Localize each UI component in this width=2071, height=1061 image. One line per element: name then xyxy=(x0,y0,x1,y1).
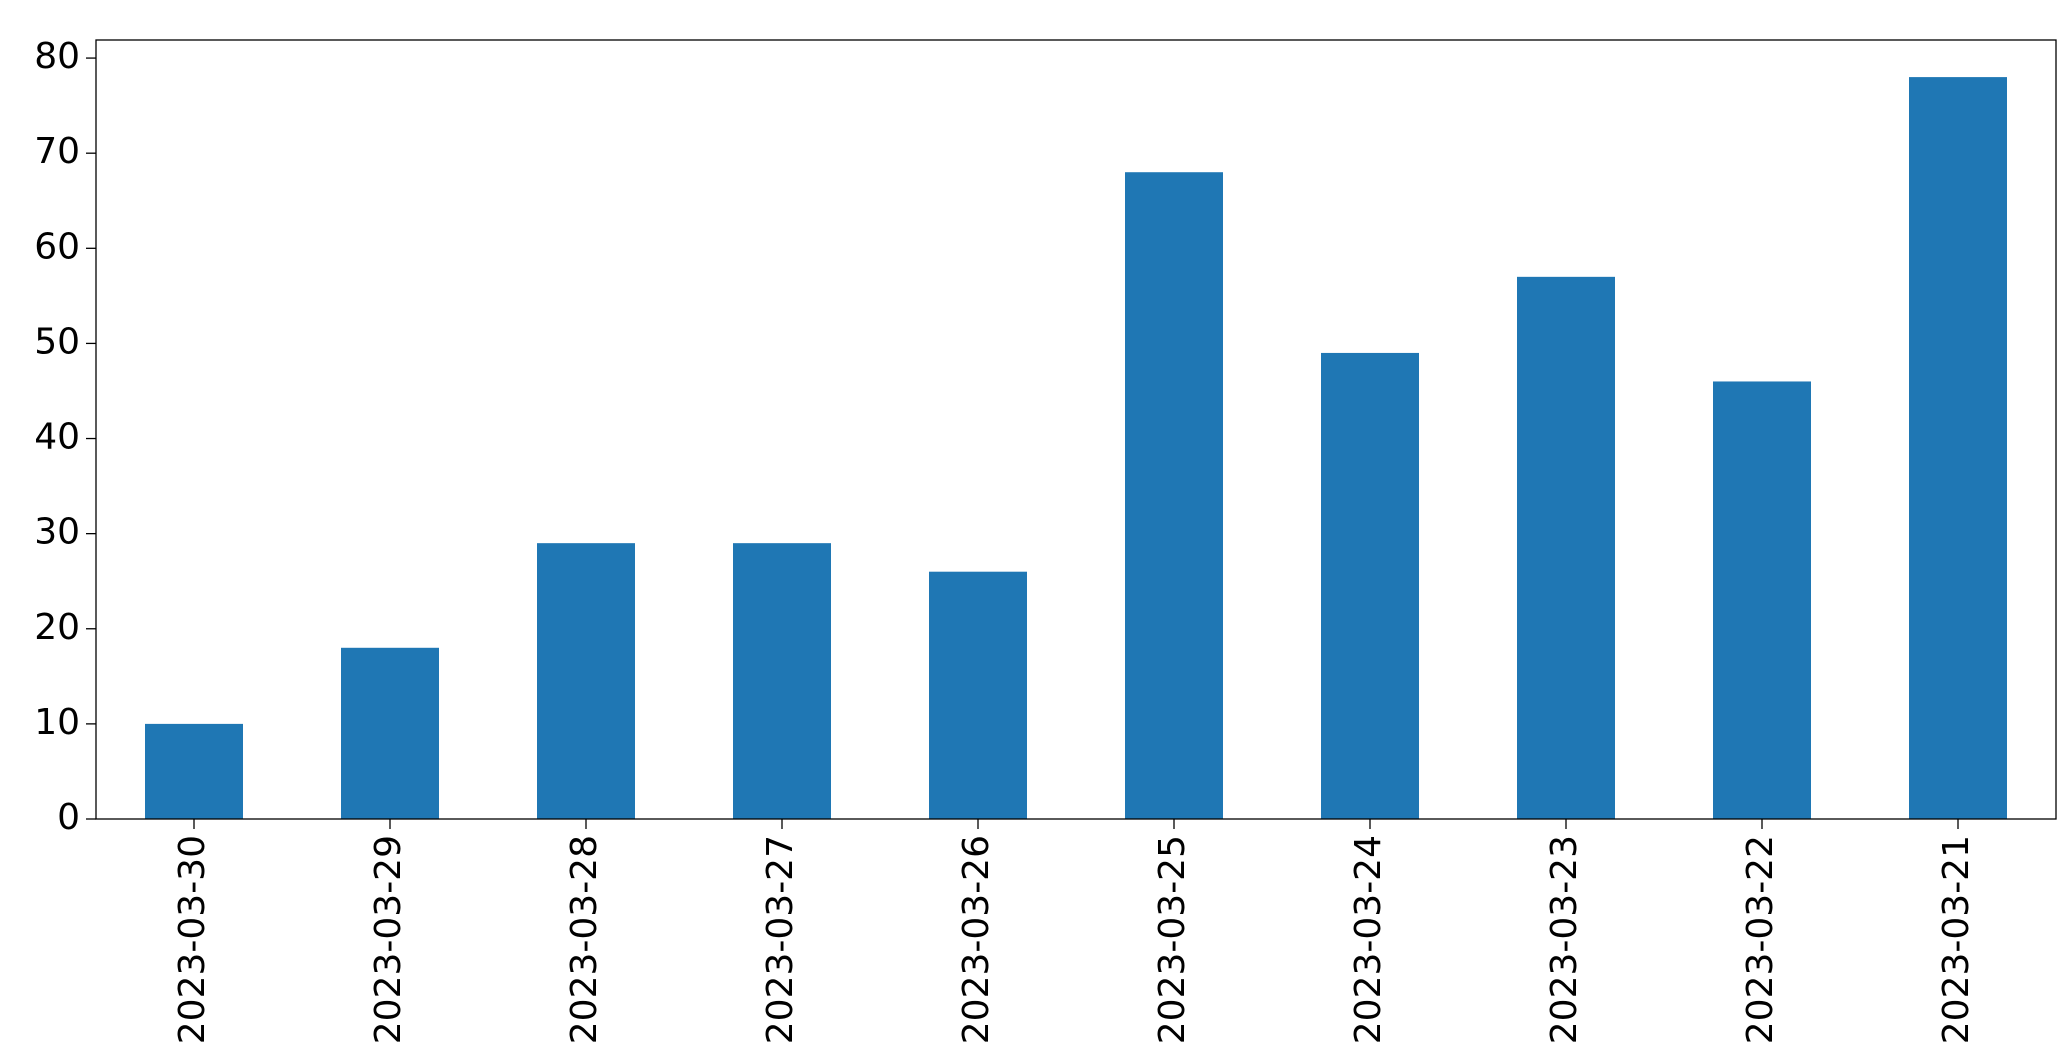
bar xyxy=(1125,172,1223,819)
bar xyxy=(1909,77,2007,820)
x-tick-label: 2023-03-25 xyxy=(1152,835,1193,1044)
bar xyxy=(341,647,439,819)
y-tick-label: 70 xyxy=(34,131,80,172)
plot-frame xyxy=(95,39,2057,820)
bar xyxy=(537,543,635,819)
x-tick-label: 2023-03-23 xyxy=(1544,835,1585,1044)
y-tick-label: 10 xyxy=(34,702,80,743)
bar xyxy=(1713,381,1811,819)
x-tick-label: 2023-03-29 xyxy=(368,835,409,1044)
bar xyxy=(1321,352,1419,819)
y-tick-label: 80 xyxy=(34,36,80,77)
x-tick-label: 2023-03-22 xyxy=(1740,835,1781,1044)
y-tick-label: 40 xyxy=(34,417,80,458)
bar xyxy=(1517,276,1615,819)
y-tick-label: 60 xyxy=(34,226,80,267)
x-tick-label: 2023-03-28 xyxy=(564,835,605,1044)
x-tick-label: 2023-03-30 xyxy=(172,835,213,1044)
x-tick-label: 2023-03-21 xyxy=(1936,835,1977,1044)
y-tick-label: 20 xyxy=(34,607,80,648)
bar xyxy=(929,571,1027,819)
x-tick-label: 2023-03-24 xyxy=(1348,835,1389,1044)
x-tick-label: 2023-03-27 xyxy=(760,835,801,1044)
bar xyxy=(145,723,243,819)
x-tick-label: 2023-03-26 xyxy=(956,835,997,1044)
y-tick-label: 0 xyxy=(57,797,80,838)
y-tick-label: 30 xyxy=(34,512,80,553)
bar xyxy=(733,543,831,819)
y-tick-label: 50 xyxy=(34,321,80,362)
